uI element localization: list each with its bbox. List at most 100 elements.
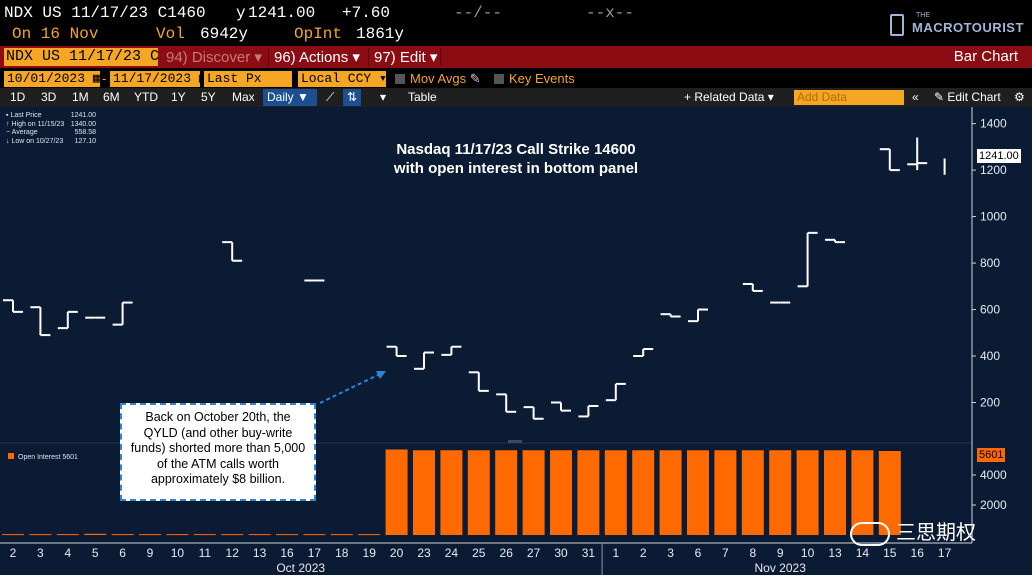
y-tick-label: 1200 <box>980 163 1007 177</box>
x-tick-label: 6 <box>695 546 702 560</box>
price-bar <box>441 345 462 356</box>
chevron-down-icon: ▾ <box>379 71 387 86</box>
open-interest-bar <box>111 534 134 536</box>
x-tick-label: 3 <box>667 546 674 560</box>
x-tick-label: 2 <box>10 546 17 560</box>
period-1y[interactable]: 1Y <box>171 90 186 104</box>
legend-label: Last Price <box>10 112 42 119</box>
x-tick-label: 15 <box>883 546 897 560</box>
period-5y[interactable]: 5Y <box>201 90 216 104</box>
price-bar <box>688 308 708 323</box>
collapse-icon[interactable]: « <box>912 90 919 104</box>
ticker-field[interactable]: NDX US 11/17/23 C <box>4 48 158 66</box>
legend-average: − Average 558.58 <box>6 129 96 138</box>
y-tick-label: 1400 <box>980 117 1007 131</box>
month-label-oct: Oct 2023 <box>276 561 325 575</box>
mov-avgs-label[interactable]: Mov Avgs ✎ <box>410 71 481 87</box>
bid-ask-size: --x-- <box>586 4 635 22</box>
start-date-field[interactable]: 10/01/2023 ▦ <box>4 71 101 87</box>
price-bar <box>468 371 489 392</box>
y-tick-label: 600 <box>980 303 1000 317</box>
logo-the: THE <box>916 12 930 19</box>
mov-avgs-text: Mov Avgs <box>410 71 467 86</box>
open-interest-bar <box>139 534 161 536</box>
open-interest-bar <box>221 534 244 536</box>
period-max[interactable]: Max <box>232 90 255 104</box>
period-1d[interactable]: 1D <box>10 90 26 104</box>
open-interest-bar <box>714 450 737 535</box>
currency-select[interactable]: Local CCY ▾ <box>298 71 387 87</box>
price-bar <box>222 241 243 262</box>
open-interest-bar <box>878 450 901 535</box>
y-tick-label: 400 <box>980 349 1000 363</box>
open-interest-bar <box>687 450 709 535</box>
open-interest-bar <box>330 534 353 536</box>
open-interest-legend-label: Open Interest 5601 <box>18 454 78 461</box>
actions-menu[interactable]: 96) Actions ▾ <box>274 49 360 66</box>
frequency-value: Daily <box>267 90 294 104</box>
open-interest-bar <box>303 534 326 536</box>
edit-menu[interactable]: 97) Edit ▾ <box>374 49 438 66</box>
x-tick-label: 3 <box>37 546 44 560</box>
price-field-select[interactable]: Last Px <box>204 71 292 87</box>
gear-icon[interactable]: ⚙ <box>1014 90 1025 104</box>
pencil-icon[interactable]: ✎ <box>469 71 481 86</box>
period-ytd[interactable]: YTD <box>134 90 158 104</box>
open-interest-bar <box>248 534 271 536</box>
calendar-icon[interactable]: ▦ <box>198 71 207 86</box>
mov-avgs-checkbox[interactable] <box>395 74 405 84</box>
average-marker-icon: − <box>6 129 12 136</box>
annotation-callout: Back on October 20th, the QYLD (and othe… <box>120 403 316 501</box>
start-date-value: 10/01/2023 <box>7 71 86 86</box>
open-interest-bar <box>550 450 572 535</box>
price-bar <box>578 404 599 418</box>
discover-menu[interactable]: 94) Discover ▾ <box>166 49 262 66</box>
legend-label: Average <box>11 129 38 136</box>
table-button[interactable]: Table <box>408 90 437 104</box>
menu-divider <box>268 48 269 66</box>
bar-chart-icon[interactable]: ⇅ <box>343 89 362 106</box>
low-marker-icon: ↓ <box>6 137 12 145</box>
last-price-flag: 1241.00 <box>977 149 1021 163</box>
price-legend: ▪ Last Price 1241.00 ↑ High on 11/15/23 13… <box>6 112 96 146</box>
x-tick-label: 10 <box>171 546 185 560</box>
callout-arrow <box>319 372 383 404</box>
open-interest-bar <box>358 534 381 536</box>
edit-chart-button[interactable]: ✎ Edit Chart <box>934 90 1001 104</box>
macrotourist-logo: THE MACROTOURIST <box>888 10 1028 40</box>
price-bar <box>3 299 23 313</box>
chevron-down-icon[interactable]: ▾ <box>380 90 387 104</box>
open-interest-bar <box>166 534 189 536</box>
y-tick-label: 1000 <box>980 210 1007 224</box>
chart-type-label: Bar Chart <box>953 48 1018 65</box>
open-interest-flag: 5601 <box>977 448 1006 462</box>
key-events-checkbox[interactable] <box>494 74 504 84</box>
line-chart-icon[interactable]: ⟋ <box>326 90 335 104</box>
x-tick-label: 13 <box>828 546 842 560</box>
quote-date: On 16 Nov <box>12 25 99 43</box>
related-data-button[interactable]: + Related Data ▾ <box>684 90 774 104</box>
x-tick-label: 30 <box>554 546 568 560</box>
period-1m[interactable]: 1M <box>72 90 89 104</box>
panel-resize-handle <box>508 440 522 443</box>
end-date-value: 11/17/2023 <box>113 71 192 86</box>
open-interest-bar <box>522 450 545 535</box>
period-6m[interactable]: 6M <box>103 90 120 104</box>
actions-menu-label: 96) Actions <box>274 49 349 66</box>
key-events-label[interactable]: Key Events <box>509 71 575 86</box>
x-tick-label: 14 <box>856 546 870 560</box>
end-date-field[interactable]: 11/17/2023 ▦ <box>110 71 207 87</box>
frequency-select[interactable]: Daily ▼ <box>263 89 317 106</box>
open-interest-bar <box>796 450 819 535</box>
open-interest-bar <box>385 449 408 535</box>
suitcase-icon <box>890 14 904 36</box>
open-interest-bar <box>440 450 463 535</box>
open-interest-bar <box>56 534 79 536</box>
period-3d[interactable]: 3D <box>41 90 57 104</box>
add-data-input[interactable]: Add Data <box>794 90 904 105</box>
calendar-icon[interactable]: ▦ <box>92 71 101 86</box>
security-symbol[interactable]: NDX US 11/17/23 C1460 <box>4 4 206 22</box>
date-range-dash: - <box>102 71 107 86</box>
price-bar <box>797 231 818 288</box>
